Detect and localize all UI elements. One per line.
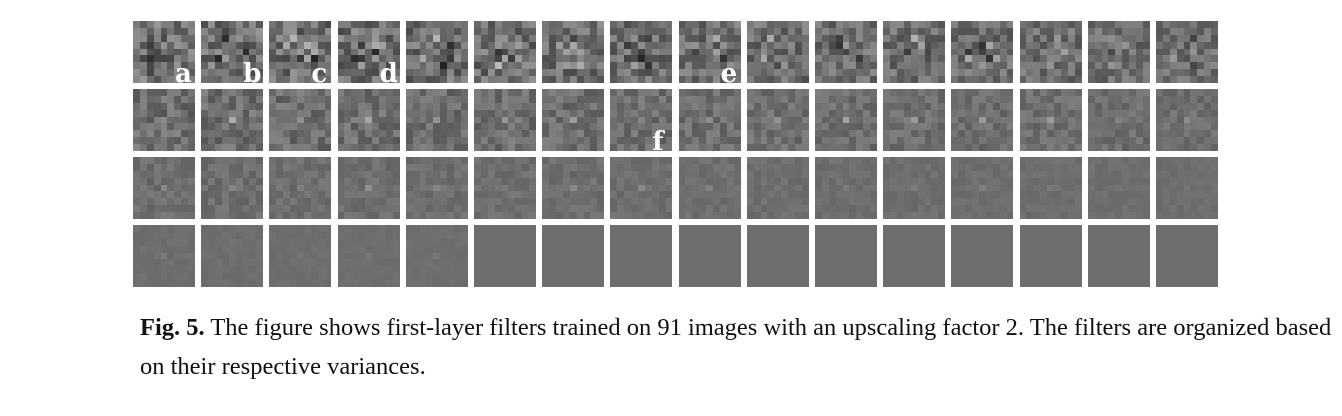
filter-tile xyxy=(542,21,605,83)
filter-tile xyxy=(678,21,741,83)
filter-tile xyxy=(1156,89,1218,151)
filter-label-f: f xyxy=(652,127,664,157)
filter-tile xyxy=(337,21,400,83)
filter-tile xyxy=(883,157,946,219)
filter-tile xyxy=(1087,21,1150,83)
filter-tile xyxy=(337,157,400,219)
filter-tile xyxy=(883,89,946,151)
filter-tile xyxy=(269,89,332,151)
filter-tile xyxy=(201,89,264,151)
filter-tile xyxy=(474,157,536,219)
filter-tile xyxy=(1087,157,1150,219)
filter-tile xyxy=(815,89,877,151)
filter-tile xyxy=(610,157,673,219)
filter-tile xyxy=(269,157,332,219)
filter-tile xyxy=(1019,89,1082,151)
filter-tile xyxy=(201,21,264,83)
filter-tile xyxy=(951,157,1014,219)
filter-tile xyxy=(269,225,332,287)
filter-tile xyxy=(337,89,400,151)
filter-tile xyxy=(133,89,195,151)
filter-grid: a b c d e f xyxy=(133,21,1225,293)
filter-label-d: d xyxy=(379,59,398,89)
filter-tile xyxy=(201,225,264,287)
filter-tile xyxy=(1156,21,1218,83)
filter-tile xyxy=(201,157,264,219)
filter-tile xyxy=(815,225,877,287)
filter-tile xyxy=(883,21,946,83)
filter-tile xyxy=(1019,21,1082,83)
filter-tile xyxy=(405,225,468,287)
filter-tile xyxy=(474,89,536,151)
filter-tile xyxy=(474,21,536,83)
filter-tile xyxy=(815,21,877,83)
filter-tile xyxy=(678,157,741,219)
filter-tile xyxy=(1087,225,1150,287)
figure-caption: Fig. 5. The figure shows first-layer fil… xyxy=(140,308,1340,386)
filter-tile xyxy=(133,157,195,219)
filter-tile xyxy=(1019,225,1082,287)
filter-label-b: b xyxy=(243,59,262,89)
filter-tile xyxy=(542,89,605,151)
filter-tile xyxy=(746,157,809,219)
filter-tile xyxy=(951,89,1014,151)
filter-tile xyxy=(405,21,468,83)
filter-label-e: e xyxy=(720,59,738,89)
filter-tile xyxy=(405,157,468,219)
filter-tile xyxy=(542,157,605,219)
filter-tile xyxy=(1156,157,1218,219)
filter-tile xyxy=(337,225,400,287)
filter-tile xyxy=(746,89,809,151)
filter-label-c: c xyxy=(311,59,328,89)
filter-tile xyxy=(746,225,809,287)
caption-text: The figure shows first-layer filters tra… xyxy=(140,314,1332,380)
filter-tile xyxy=(610,21,673,83)
filter-tile xyxy=(951,21,1014,83)
filter-tile xyxy=(815,157,877,219)
filter-tile xyxy=(678,89,741,151)
filter-tile xyxy=(678,225,741,287)
filter-tile xyxy=(1019,157,1082,219)
filter-tile xyxy=(951,225,1014,287)
filter-tile xyxy=(542,225,605,287)
filter-tile xyxy=(269,21,332,83)
filter-tile xyxy=(1087,89,1150,151)
caption-label: Fig. 5. xyxy=(140,314,205,341)
filter-tile xyxy=(610,89,673,151)
filter-tile xyxy=(474,225,536,287)
filter-tile xyxy=(133,225,195,287)
filter-tile xyxy=(133,21,195,83)
filter-tile xyxy=(1156,225,1218,287)
filter-label-a: a xyxy=(175,59,192,89)
filter-tile xyxy=(405,89,468,151)
filter-tile xyxy=(883,225,946,287)
filter-tile xyxy=(610,225,673,287)
filter-tile xyxy=(746,21,809,83)
